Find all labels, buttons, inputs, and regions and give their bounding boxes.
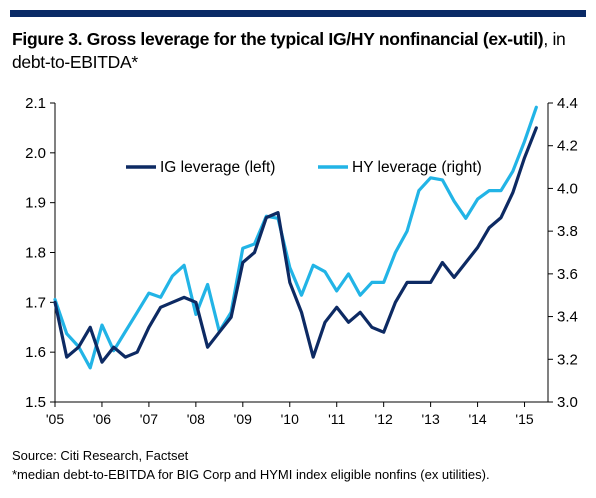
y-right-tick-label: 3.2	[557, 351, 578, 368]
x-tick-label: '08	[187, 411, 205, 427]
y-right-tick-label: 3.8	[557, 223, 578, 240]
x-tick-label: '13	[421, 411, 439, 427]
legend-hy-label: HY leverage (right)	[352, 159, 482, 176]
chart-title: Figure 3. Gross leverage for the typical…	[12, 28, 584, 74]
ig-leverage-line	[53, 126, 538, 364]
x-tick-label: '06	[93, 411, 111, 427]
y-right-tick-label: 3.6	[557, 266, 578, 283]
x-tick-label: '12	[375, 411, 393, 427]
x-tick-label: '05	[46, 411, 64, 427]
x-tick-label: '11	[328, 411, 345, 427]
x-tick-label: '10	[281, 411, 299, 427]
source-note: Source: Citi Research, Factset	[12, 448, 189, 463]
y-left-tick-label: 1.6	[25, 344, 46, 361]
x-tick-label: '07	[140, 411, 158, 427]
footnote: *median debt-to-EBITDA for BIG Corp and …	[12, 467, 490, 482]
x-tick-label: '14	[468, 411, 486, 427]
legend-ig-label: IG leverage (left)	[160, 159, 275, 176]
chart-title-rest: , in debt-to-EBITDA*	[12, 29, 566, 72]
y-left-tick-label: 1.5	[25, 394, 46, 411]
y-left-tick-label: 2.0	[25, 145, 46, 162]
y-right-tick-label: 4.0	[557, 180, 578, 197]
x-tick-label: '15	[515, 411, 533, 427]
y-right-tick-label: 4.2	[557, 138, 578, 155]
y-left-tick-label: 2.1	[25, 95, 46, 112]
hy-leverage-line	[53, 105, 538, 370]
chart-title-bold: Figure 3. Gross leverage for the typical…	[12, 29, 544, 49]
y-left-tick-label: 1.9	[25, 195, 46, 212]
y-right-tick-label: 4.4	[557, 95, 578, 112]
chart-axes: 1.5 1.6 1.7 1.8 1.9 2.0 2.1 3.0 3.2 3.4 3.6 3.8 4.0 4…	[25, 95, 578, 427]
y-right-tick-label: 3.4	[557, 309, 578, 326]
chart-plot	[53, 105, 538, 370]
y-left-tick-label: 1.8	[25, 245, 46, 262]
y-left-tick-label: 1.7	[25, 294, 46, 311]
chart-legend: IG leverage (left) HY leverage (right)	[126, 159, 482, 176]
top-rule	[10, 10, 586, 17]
y-right-tick-label: 3.0	[557, 394, 578, 411]
x-tick-label: '09	[234, 411, 252, 427]
